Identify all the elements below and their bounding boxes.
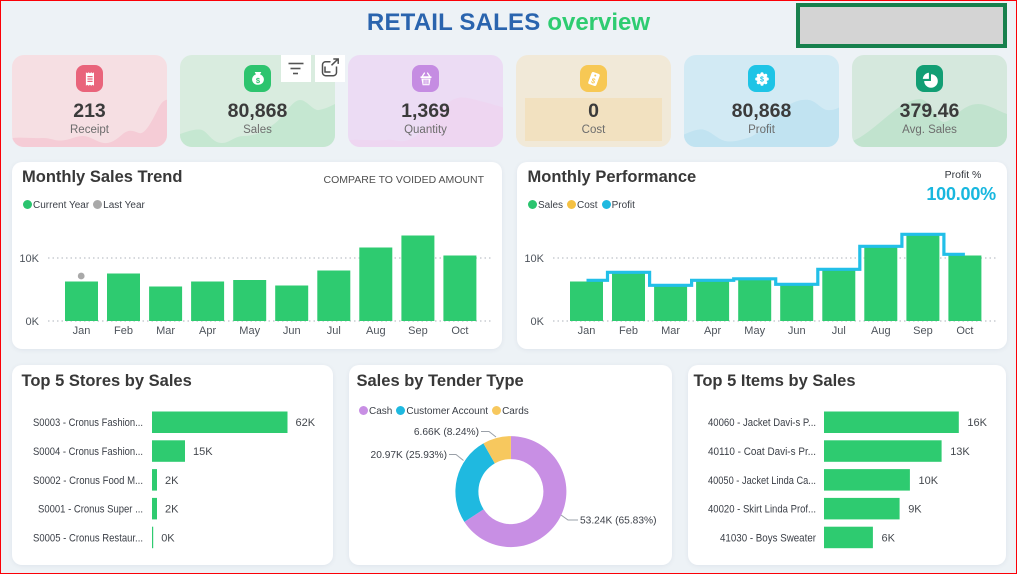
svg-text:S0001 - Cronus Super ...: S0001 - Cronus Super ... <box>38 504 143 516</box>
svg-text:0K: 0K <box>26 316 40 328</box>
svg-text:40020 - Skirt Linda Prof...: 40020 - Skirt Linda Prof... <box>708 504 816 516</box>
svg-text:62K: 62K <box>296 417 316 429</box>
svg-text:S0002 - Cronus Food M...: S0002 - Cronus Food M... <box>33 475 143 487</box>
svg-text:Mar: Mar <box>156 325 175 337</box>
svg-text:Mar: Mar <box>661 325 680 337</box>
svg-text:S0005 - Cronus Restaur...: S0005 - Cronus Restaur... <box>33 532 143 544</box>
svg-text:Sep: Sep <box>913 325 933 337</box>
svg-text:Apr: Apr <box>704 325 721 337</box>
svg-text:Jan: Jan <box>73 325 91 337</box>
svg-text:May: May <box>744 325 765 337</box>
svg-text:Feb: Feb <box>114 325 133 337</box>
svg-text:16K: 16K <box>967 417 987 429</box>
svg-text:Jun: Jun <box>283 325 301 337</box>
svg-text:May: May <box>239 325 260 337</box>
svg-text:6.66K (8.24%): 6.66K (8.24%) <box>414 427 479 438</box>
svg-text:Apr: Apr <box>199 325 216 337</box>
svg-text:$: $ <box>255 76 260 85</box>
svg-text:Jul: Jul <box>832 325 846 337</box>
svg-text:6K: 6K <box>882 532 896 544</box>
svg-text:2K: 2K <box>165 475 179 487</box>
svg-text:Jul: Jul <box>327 325 341 337</box>
svg-text:20.97K (25.93%): 20.97K (25.93%) <box>371 450 447 461</box>
svg-text:Aug: Aug <box>871 325 891 337</box>
svg-text:$: $ <box>589 75 596 85</box>
svg-text:41030 - Boys Sweater: 41030 - Boys Sweater <box>720 532 816 544</box>
svg-text:$: $ <box>760 76 764 83</box>
svg-text:40050 - Jacket Linda Ca...: 40050 - Jacket Linda Ca... <box>708 475 816 487</box>
svg-text:Aug: Aug <box>366 325 386 337</box>
svg-text:Feb: Feb <box>619 325 638 337</box>
svg-text:Oct: Oct <box>956 325 973 337</box>
svg-text:S0003 - Cronus Fashion...: S0003 - Cronus Fashion... <box>33 417 143 429</box>
svg-text:0K: 0K <box>161 532 175 544</box>
svg-text:Jun: Jun <box>788 325 806 337</box>
svg-text:13K: 13K <box>950 446 970 458</box>
svg-text:10K: 10K <box>19 253 39 265</box>
svg-text:2K: 2K <box>165 504 179 516</box>
svg-text:10K: 10K <box>919 475 939 487</box>
svg-text:10K: 10K <box>524 253 544 265</box>
svg-text:S0004 - Cronus Fashion...: S0004 - Cronus Fashion... <box>33 446 143 458</box>
svg-text:0K: 0K <box>531 316 545 328</box>
svg-text:40110 - Coat Davi-s Pr...: 40110 - Coat Davi-s Pr... <box>708 446 816 458</box>
svg-text:9K: 9K <box>908 504 922 516</box>
svg-text:40060 - Jacket Davi-s P...: 40060 - Jacket Davi-s P... <box>708 417 816 429</box>
svg-text:Oct: Oct <box>451 325 468 337</box>
svg-text:53.24K (65.83%): 53.24K (65.83%) <box>580 516 656 527</box>
svg-text:15K: 15K <box>193 446 213 458</box>
svg-text:Jan: Jan <box>578 325 596 337</box>
svg-text:Sep: Sep <box>408 325 428 337</box>
